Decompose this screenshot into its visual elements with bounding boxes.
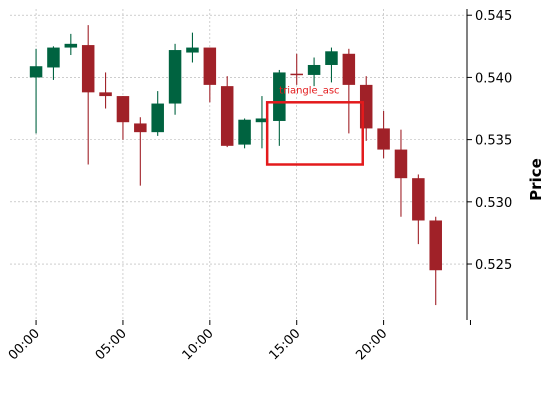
annotation-layer: triangle_asc — [265, 85, 364, 166]
candle-body-up — [151, 103, 164, 133]
y-tick-label: 0.540 — [475, 71, 512, 86]
y-tick-label: 0.535 — [475, 134, 512, 149]
candle-body-down — [394, 149, 408, 179]
candle-body-up — [307, 64, 321, 75]
y-axis-title: Price — [527, 158, 545, 201]
candle-body-up — [168, 50, 182, 104]
candle-body-down — [203, 47, 217, 85]
x-tick-label: 00:00 — [6, 326, 43, 363]
x-tick-label: 20:00 — [353, 326, 390, 363]
candle-body-up — [255, 118, 269, 123]
candle-body-down — [377, 128, 390, 150]
y-tick-label: 0.525 — [475, 258, 512, 273]
pattern-annotation-label: triangle_asc — [279, 85, 339, 96]
candle-body-down — [116, 96, 130, 123]
candle-body-up — [64, 43, 78, 48]
y-tick-label: 0.545 — [475, 9, 512, 24]
candle-body-up — [273, 72, 286, 121]
pattern-annotation-box — [265, 101, 364, 166]
candle-body-up — [29, 66, 43, 78]
candle-body-up — [325, 51, 338, 65]
y-tick-label: 0.530 — [475, 196, 512, 211]
x-tick-label: 10:00 — [180, 326, 217, 363]
candle-body-down — [342, 53, 356, 85]
candles-layer — [29, 25, 442, 306]
candle-body-up — [238, 119, 251, 145]
candle-body-up — [186, 47, 199, 53]
y-axis: 0.525 0.530 0.535 0.540 0.545 — [466, 9, 512, 320]
candle-body-down — [412, 178, 425, 221]
x-tick-label: 05:00 — [93, 326, 130, 363]
candle-body-up — [47, 47, 60, 68]
x-axis: 00:00 05:00 10:00 15:00 20:00 — [6, 320, 471, 363]
candle-body-down — [429, 220, 442, 271]
candle-body-down — [290, 73, 303, 76]
candle-body-down — [134, 123, 147, 133]
x-tick-label: 15:00 — [266, 326, 303, 363]
candle-body-down — [220, 86, 234, 146]
candle-body-down — [99, 92, 112, 97]
candle-body-down — [81, 45, 95, 93]
